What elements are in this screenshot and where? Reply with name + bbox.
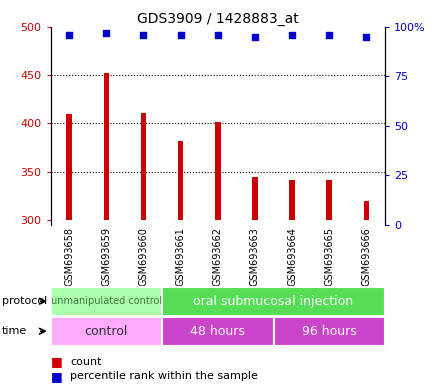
Text: GSM693666: GSM693666 xyxy=(361,227,371,286)
Text: GSM693658: GSM693658 xyxy=(64,227,74,286)
Text: 48 hours: 48 hours xyxy=(191,325,245,338)
Bar xyxy=(326,180,332,220)
Text: percentile rank within the sample: percentile rank within the sample xyxy=(70,371,258,381)
Point xyxy=(140,32,147,38)
Text: ■: ■ xyxy=(51,370,62,383)
Text: GSM693661: GSM693661 xyxy=(176,227,186,286)
Text: 96 hours: 96 hours xyxy=(302,325,357,338)
Point xyxy=(363,34,370,40)
Text: count: count xyxy=(70,357,102,367)
Bar xyxy=(103,73,109,220)
Text: GSM693663: GSM693663 xyxy=(250,227,260,286)
Point xyxy=(177,32,184,38)
Bar xyxy=(252,177,258,220)
Text: GSM693665: GSM693665 xyxy=(324,227,334,286)
Point xyxy=(103,30,110,36)
Bar xyxy=(363,202,369,220)
Text: control: control xyxy=(84,325,128,338)
Text: GSM693660: GSM693660 xyxy=(139,227,148,286)
Text: protocol: protocol xyxy=(2,296,48,306)
Bar xyxy=(51,287,162,316)
Bar xyxy=(66,114,72,220)
Bar xyxy=(215,122,220,220)
Text: ■: ■ xyxy=(51,355,62,368)
Bar xyxy=(51,317,162,346)
Bar xyxy=(274,317,385,346)
Text: oral submucosal injection: oral submucosal injection xyxy=(194,295,354,308)
Bar xyxy=(141,113,146,220)
Point xyxy=(251,34,258,40)
Point xyxy=(66,32,73,38)
Text: GSM693662: GSM693662 xyxy=(213,227,223,286)
Text: time: time xyxy=(2,326,27,336)
Text: unmanipulated control: unmanipulated control xyxy=(51,296,162,306)
Bar xyxy=(290,180,295,220)
Text: GSM693659: GSM693659 xyxy=(101,227,111,286)
Bar xyxy=(162,317,274,346)
Bar xyxy=(178,141,183,220)
Text: GSM693664: GSM693664 xyxy=(287,227,297,286)
Point xyxy=(326,32,333,38)
Point xyxy=(289,32,296,38)
Bar xyxy=(162,287,385,316)
Point xyxy=(214,32,221,38)
Title: GDS3909 / 1428883_at: GDS3909 / 1428883_at xyxy=(137,12,299,26)
